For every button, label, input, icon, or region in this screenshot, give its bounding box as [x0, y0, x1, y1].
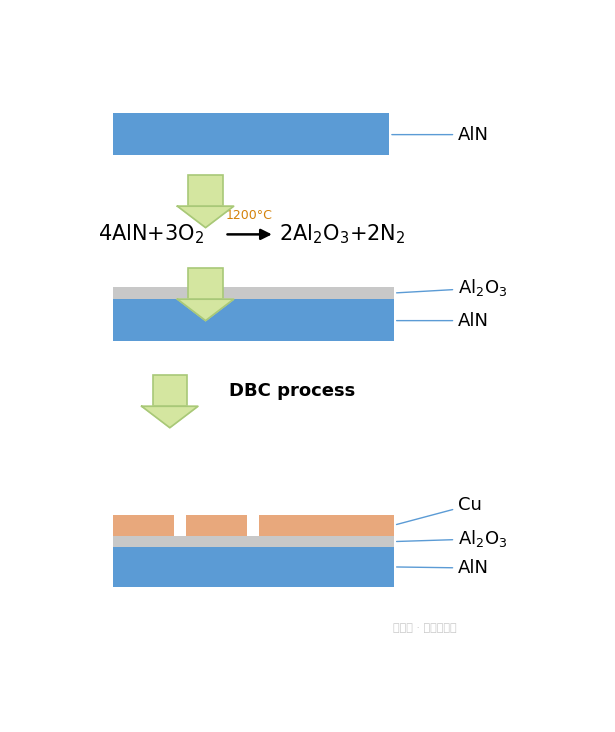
Bar: [153, 376, 187, 406]
Bar: [113, 113, 389, 155]
Bar: [113, 299, 394, 341]
Text: Al$_2$O$_3$: Al$_2$O$_3$: [397, 277, 507, 299]
Text: Cu: Cu: [397, 496, 482, 525]
Text: 4AlN+3O$_2$: 4AlN+3O$_2$: [98, 223, 205, 246]
Bar: [113, 548, 394, 586]
Text: AlN: AlN: [392, 126, 489, 143]
Text: 1200°C: 1200°C: [226, 209, 273, 222]
Text: DBC process: DBC process: [229, 382, 355, 400]
Polygon shape: [141, 406, 198, 427]
Bar: [113, 515, 173, 536]
Bar: [188, 268, 223, 299]
Text: Al$_2$O$_3$: Al$_2$O$_3$: [397, 529, 507, 549]
Text: AlN: AlN: [397, 559, 489, 577]
Bar: [186, 515, 247, 536]
Polygon shape: [178, 206, 234, 228]
Bar: [113, 287, 394, 299]
Bar: [188, 175, 223, 206]
Polygon shape: [178, 299, 234, 321]
Text: 公众号 · 艾邦陶瓷展: 公众号 · 艾邦陶瓷展: [393, 624, 456, 633]
Text: 2Al$_2$O$_3$+2N$_2$: 2Al$_2$O$_3$+2N$_2$: [279, 223, 406, 246]
Text: AlN: AlN: [397, 312, 489, 329]
Bar: [259, 515, 394, 536]
Bar: [113, 536, 394, 548]
